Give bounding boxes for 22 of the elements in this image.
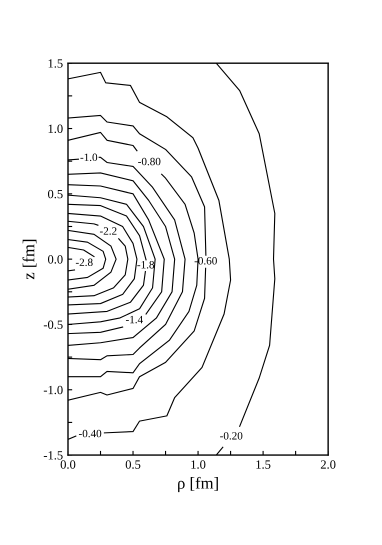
- x-tick-label: 1.5: [256, 460, 270, 469]
- series-label: -1.0: [80, 154, 98, 162]
- y-tick-label: 0.5: [48, 190, 63, 198]
- x-axis-title: ρ [fm]: [178, 476, 218, 492]
- y-tick-label: -0.5: [44, 320, 63, 329]
- y-tick-label: 1.5: [48, 59, 63, 68]
- series-label: -2.8: [76, 258, 93, 266]
- x-tick-label: 1.0: [191, 460, 206, 469]
- series-label: -0.80: [138, 158, 160, 166]
- y-tick-label: -1.0: [44, 386, 63, 394]
- x-tick-label: 0.5: [126, 460, 140, 469]
- x-tick-label: 2.0: [320, 460, 336, 469]
- x-tick-label: 0.0: [60, 460, 76, 469]
- y-tick-label: 1.0: [48, 124, 63, 134]
- series-label: -0.40: [78, 430, 102, 438]
- series-label: -0.20: [220, 432, 242, 440]
- y-axis-title: z [fm]: [22, 240, 36, 280]
- series-label: -2.2: [100, 227, 116, 235]
- series-label: -1.8: [137, 260, 154, 269]
- y-tick-label: -1.5: [44, 451, 63, 460]
- y-tick-label: 0.0: [48, 255, 63, 264]
- series-label: -1.4: [126, 316, 143, 324]
